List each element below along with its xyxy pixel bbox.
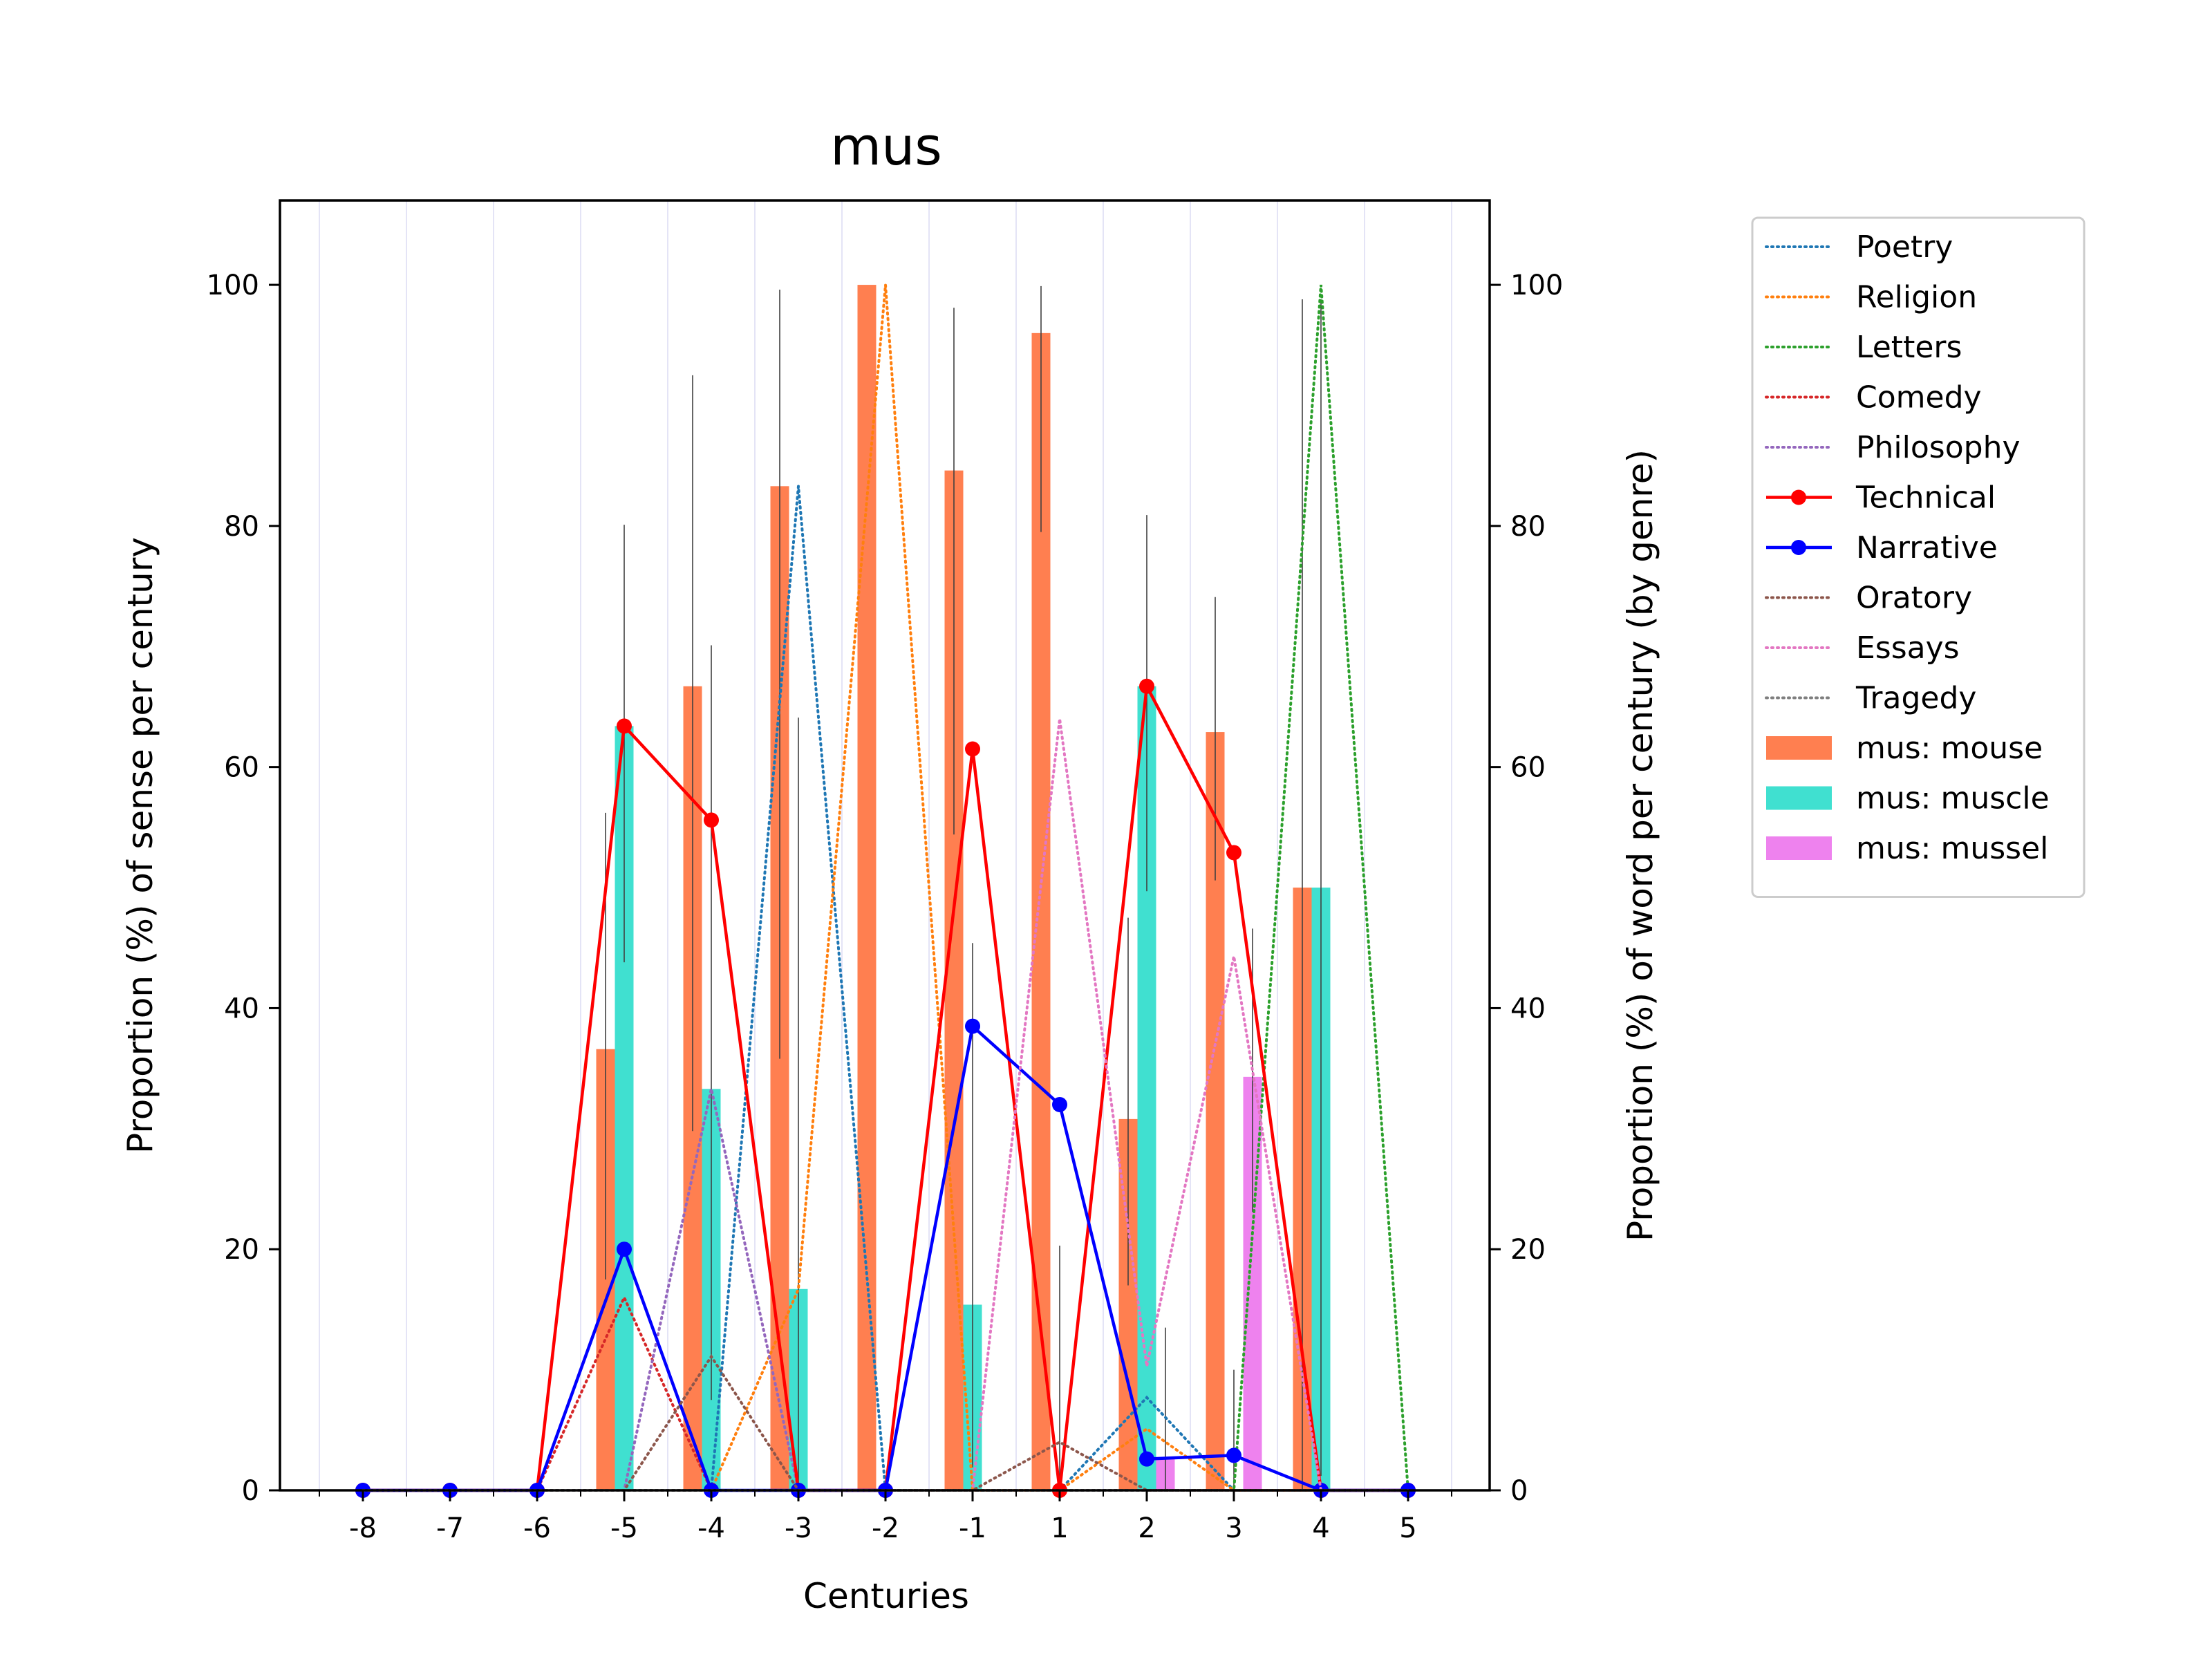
y-right-tick-label: 100 [1510,270,1563,301]
legend-label: Oratory [1856,581,1972,616]
x-tick-label: -5 [610,1512,638,1544]
legend-marker-technical [1791,489,1806,505]
x-tick-label: 4 [1312,1512,1329,1544]
y-right-tick-label: 60 [1510,752,1546,784]
legend-label: Philosophy [1856,430,2021,465]
point-narrative [1226,1447,1241,1463]
y-right-tick-label: 40 [1510,993,1546,1024]
point-technical [965,741,980,757]
x-tick-label: 2 [1138,1512,1155,1544]
y-axis-right-label: Proportion (%) of word per century (by g… [1620,449,1660,1241]
legend-swatch-mus-muscle [1766,786,1832,810]
point-technical [1226,845,1241,861]
x-tick-label: 5 [1399,1512,1416,1544]
bar-mus-mouse [857,285,877,1491]
point-narrative [965,1018,980,1034]
y-axis-right: 0 20 40 60 80 100 [1490,270,1563,1507]
legend-label: Technical [1855,480,1996,516]
point-narrative [617,1241,632,1257]
error-bars [605,285,1322,1490]
legend-label: Religion [1856,280,1977,315]
legend-label: Letters [1856,330,1962,365]
chart-title: mus [830,115,942,177]
x-tick-label: -8 [349,1512,377,1544]
y-axis-left-label: Proportion (%) of sense per century [120,537,160,1154]
x-tick-label: -4 [697,1512,725,1544]
y-right-tick-label: 20 [1510,1234,1546,1266]
legend-marker-narrative [1791,540,1806,555]
y-left-tick-label: 40 [224,993,259,1024]
x-axis-label: Centuries [803,1576,969,1616]
x-tick-label: 3 [1225,1512,1242,1544]
y-left-tick-label: 80 [224,511,259,543]
x-axis: -8 -7 -6 -5 -4 -3 -2 -1 1 2 3 4 5 [319,1490,1452,1544]
legend-label: Poetry [1856,229,1953,265]
y-left-tick-label: 0 [242,1475,259,1507]
legend: Poetry Religion Letters Comedy Philosophy Tec… [1751,216,2086,898]
legend-swatch-mus-mouse [1766,736,1832,760]
legend-label: mus: muscle [1856,781,2050,816]
x-tick-label: -3 [785,1512,812,1544]
y-left-tick-label: 100 [207,270,259,301]
point-technical [704,812,719,828]
legend-label: Tragedy [1855,681,1976,716]
legend-label: Comedy [1856,380,1982,415]
legend-frame [1751,216,2086,898]
legend-label: mus: mussel [1856,831,2048,866]
x-tick-label: -6 [523,1512,551,1544]
y-right-tick-label: 80 [1510,511,1546,543]
x-tick-label: 1 [1051,1512,1068,1544]
x-tick-label: -1 [959,1512,986,1544]
point-technical [617,718,632,734]
x-tick-label: -2 [872,1512,899,1544]
legend-label: Essays [1856,630,1960,666]
legend-label: Narrative [1856,530,1998,565]
legend-label: mus: mouse [1856,731,2043,766]
y-left-tick-label: 60 [224,752,259,784]
point-technical [1139,678,1154,694]
y-right-tick-label: 0 [1510,1475,1528,1507]
point-narrative [1139,1451,1154,1467]
point-narrative [1052,1096,1067,1112]
x-tick-label: -7 [436,1512,464,1544]
y-left-tick-label: 20 [224,1234,259,1266]
legend-swatch-mus-mussel [1766,836,1832,860]
y-axis-left: 0 20 40 60 80 100 [207,270,280,1507]
